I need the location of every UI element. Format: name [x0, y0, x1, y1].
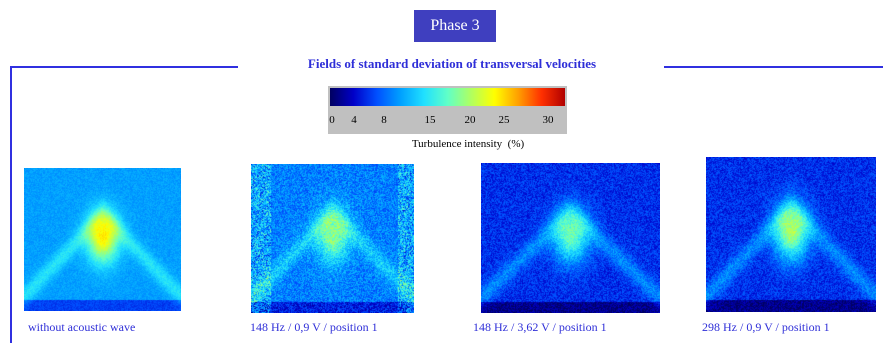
frame-line-left	[10, 66, 238, 68]
frame-line-vertical	[10, 66, 12, 343]
colorbar-unit: (%)	[507, 138, 525, 150]
turbulence-field-image	[706, 157, 876, 312]
figure-caption: without acoustic wave	[28, 320, 136, 334]
colorbar-tick-8: 8	[381, 114, 387, 126]
turbulence-field-image	[24, 168, 181, 311]
figure-caption: 298 Hz / 0,9 V / position 1	[702, 320, 830, 334]
colorbar-tick-4: 4	[351, 114, 357, 126]
section-heading: Fields of standard deviation of transver…	[307, 56, 597, 71]
colorbar-caption: Turbulence intensity (%)	[368, 138, 568, 150]
colorbar-gradient	[330, 88, 565, 106]
colorbar-tick-0: 0	[329, 114, 335, 126]
figure-caption: 148 Hz / 3,62 V / position 1	[473, 320, 607, 334]
turbulence-field-image	[251, 164, 414, 313]
figure-caption: 148 Hz / 0,9 V / position 1	[250, 320, 378, 334]
colorbar-tick-25: 25	[498, 114, 510, 126]
frame-line-right	[664, 66, 883, 68]
phase-badge: Phase 3	[414, 10, 496, 42]
colorbar-legend: 0 4 8 15 20 25 30	[328, 86, 567, 134]
colorbar-tick-20: 20	[464, 114, 476, 126]
colorbar-tick-15: 15	[424, 114, 436, 126]
colorbar-tick-30: 30	[542, 114, 554, 126]
turbulence-field-image	[481, 163, 660, 313]
colorbar-caption-text: Turbulence intensity	[411, 138, 503, 150]
